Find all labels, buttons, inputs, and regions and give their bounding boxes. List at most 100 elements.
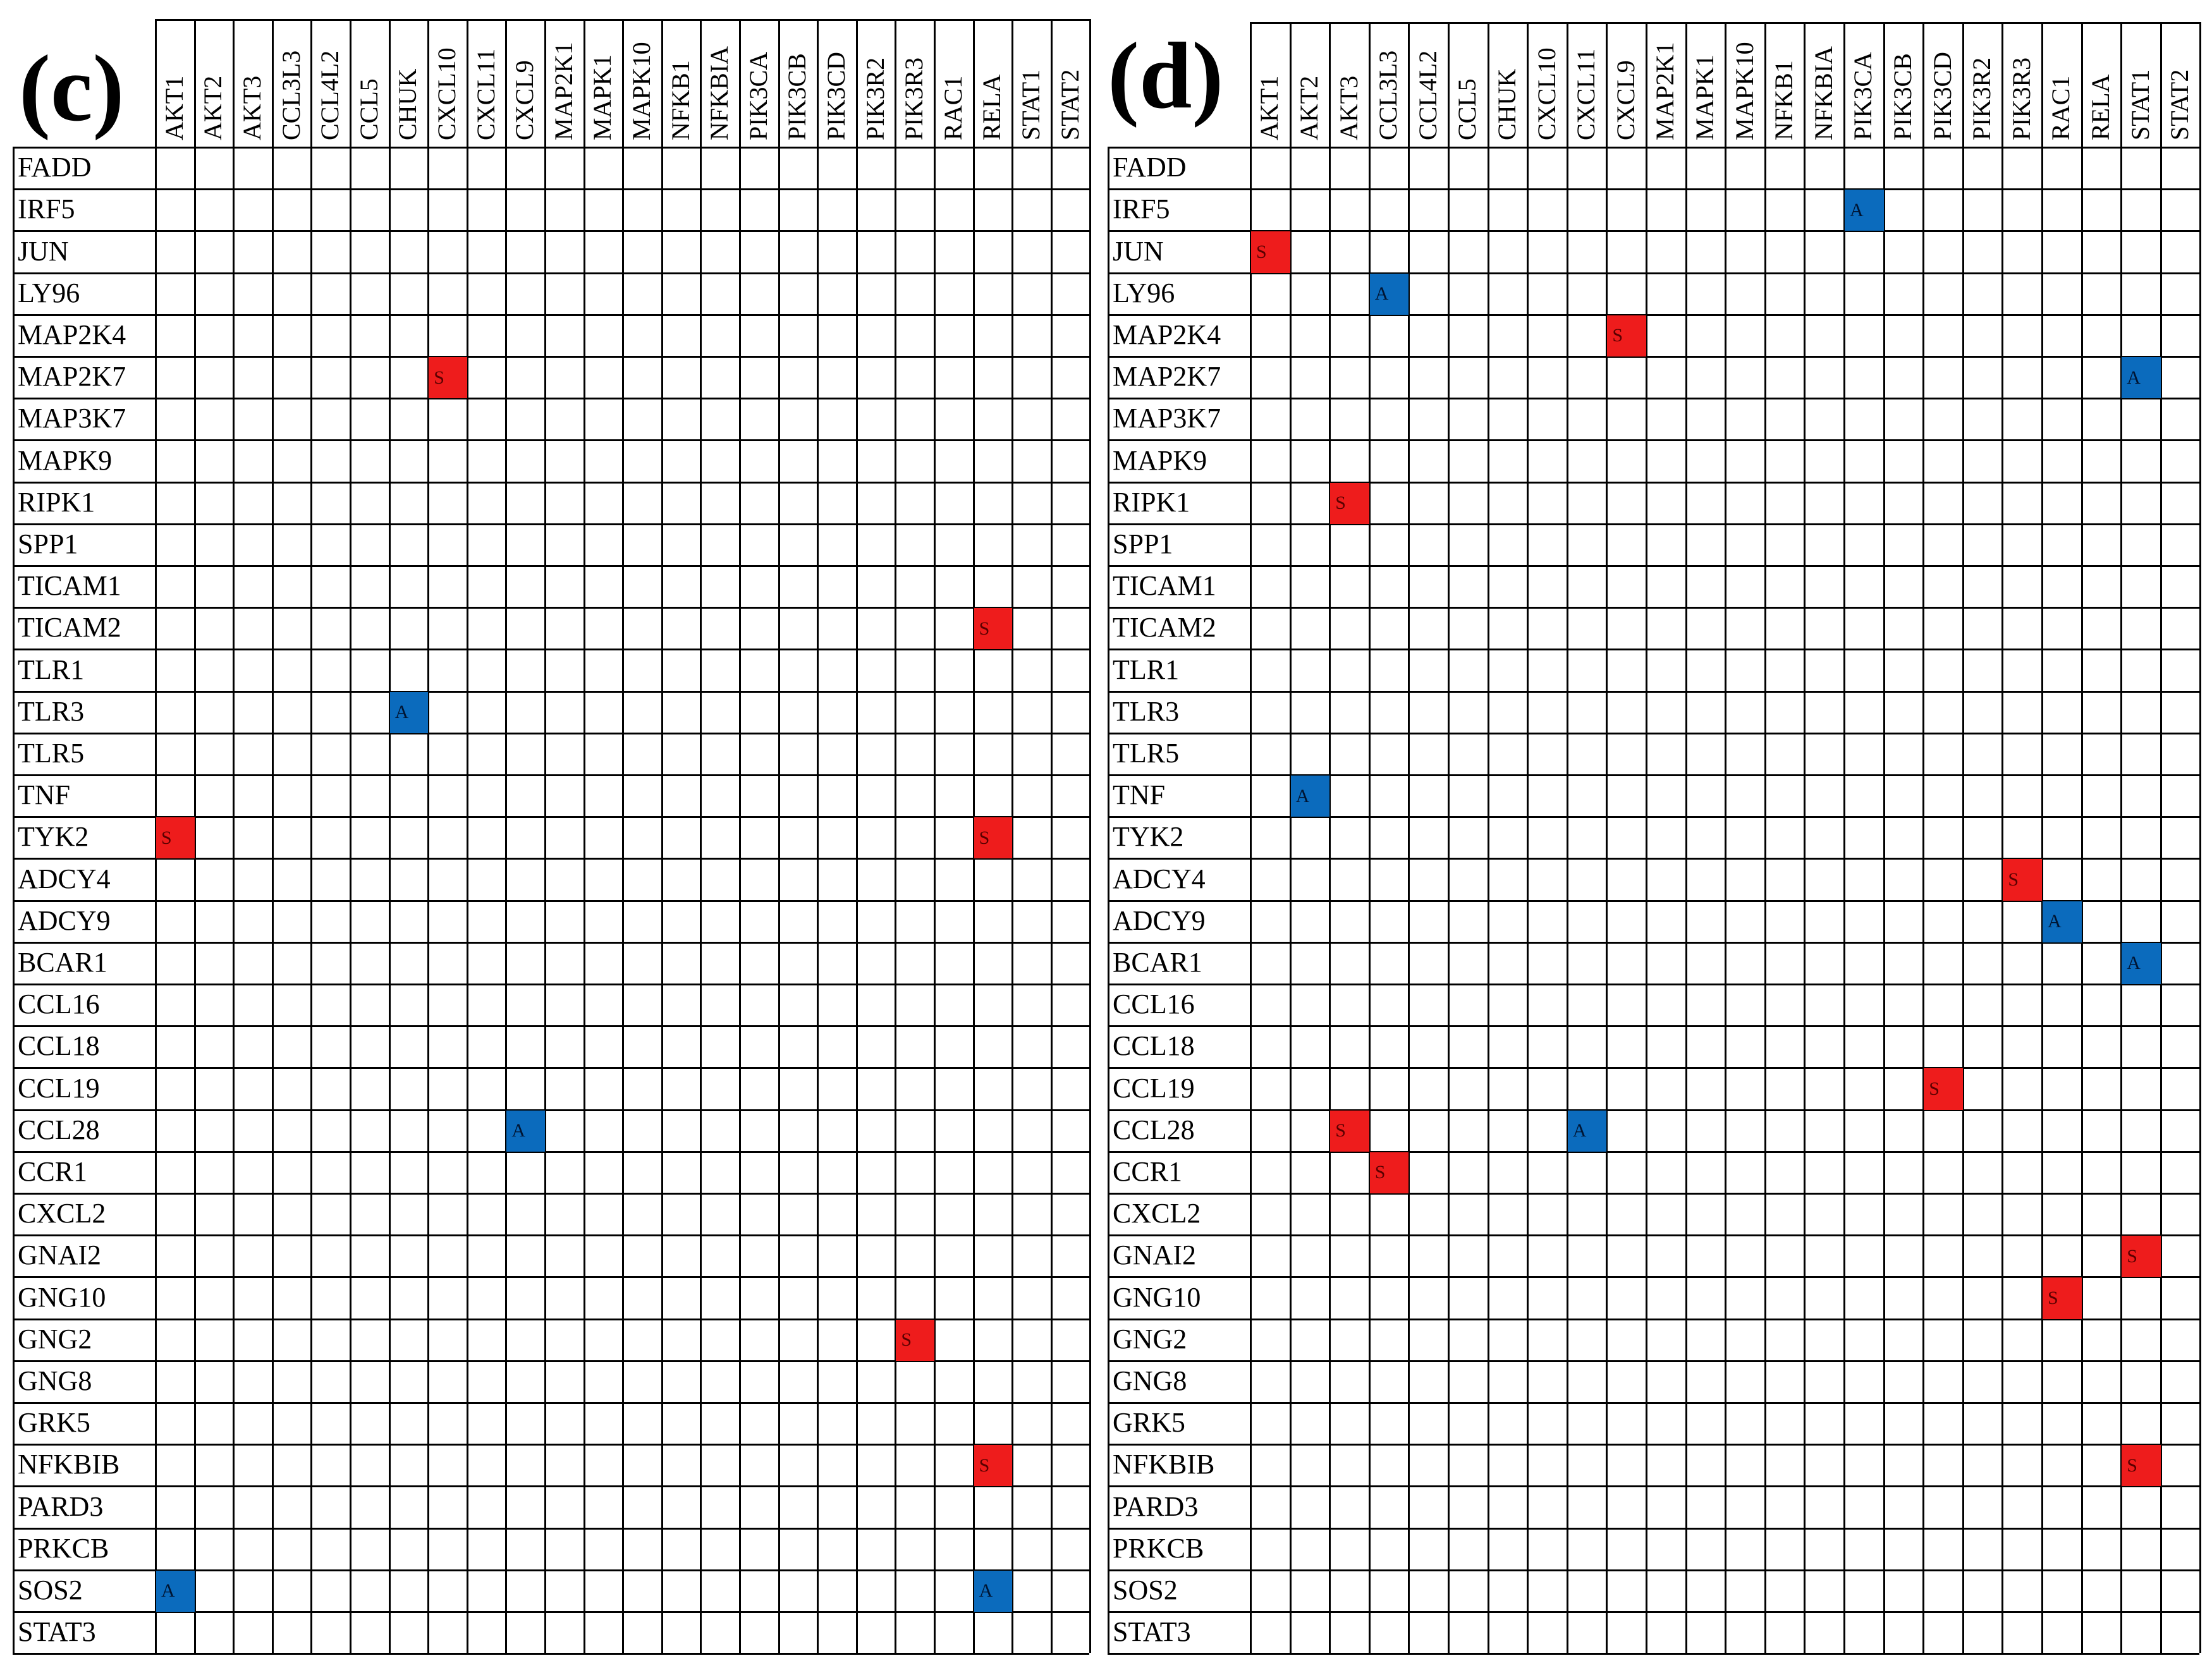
row-gridline [13,1276,1090,1279]
row-gridline [1108,398,2200,400]
column-gridline [1448,22,1450,1654]
row-gridline [1108,984,2200,985]
column-label-cxcl10: CXCL10 [1532,47,1561,140]
row-gridline [13,314,1090,316]
cell-value-label: S [979,1454,990,1476]
column-label-pik3cd: PIK3CD [822,51,850,140]
cell-value-label: S [1335,492,1346,514]
column-gridline [1804,22,1806,1654]
row-gridline [1108,690,2200,693]
row-gridline [1108,732,2200,734]
column-label-stat2: STAT2 [1055,69,1084,140]
column-gridline [895,19,897,1654]
cell-value-label: S [161,827,172,848]
cell-value-label: A [161,1580,175,1602]
row-gridline [1108,1360,2200,1362]
row-label-ccr1: CCR1 [18,1155,88,1187]
panel-label-d: (d) [1108,23,1224,128]
row-label-map2k4: MAP2K4 [1113,319,1221,350]
row-gridline [13,774,1090,776]
column-label-ccl4l2: CCL4L2 [315,50,345,140]
cell-value-label: S [1374,1162,1386,1183]
column-label-ccl3l3: CCL3L3 [276,50,305,140]
cell-value-label: S [979,827,990,848]
row-label-tlr5: TLR5 [1113,737,1180,769]
row-gridline [1108,1527,2200,1530]
column-label-cxcl11: CXCL11 [471,48,500,140]
row-gridline [1108,941,2200,944]
row-gridline [13,690,1090,693]
column-label-ccl4l2: CCL4L2 [1413,50,1442,140]
row-label-ticam1: TICAM1 [1113,570,1216,602]
row-gridline [1108,607,2200,609]
row-label-gng10: GNG10 [1113,1281,1201,1313]
row-label-ripk1: RIPK1 [1113,486,1190,518]
row-gridline [13,1444,1090,1446]
row-gridline [13,984,1090,985]
row-gridline [13,899,1090,902]
cell-value-label: A [1572,1120,1587,1142]
column-gridline [1922,22,1925,1654]
row-gridline [1108,774,2200,776]
row-label-gnai2: GNAI2 [1113,1240,1196,1271]
row-label-cxcl2: CXCL2 [1113,1198,1201,1229]
matrix-cell-map2k7-cxcl10: S [429,357,467,399]
row-label-nfkbib: NFKBIB [1113,1449,1215,1480]
column-gridline [739,19,741,1654]
column-label-akt3: AKT3 [1334,75,1363,140]
row-gridline [13,1527,1090,1530]
cell-value-label: A [2127,953,2141,974]
row-gridline [1108,1402,2200,1404]
row-gridline [13,1653,1090,1655]
row-gridline [13,272,1090,274]
row-gridline [1108,649,2200,651]
column-gridline [1764,22,1766,1654]
matrix-cell-tnf-akt2: A [1290,776,1330,817]
row-label-ccl18: CCL18 [18,1030,100,1062]
cell-value-label: S [979,618,990,639]
column-gridline [1883,22,1885,1654]
column-gridline [2081,22,2083,1654]
row-label-ly96: LY96 [18,277,80,308]
column-gridline [700,19,702,1654]
matrix-cell-nfkbib-stat1: S [2122,1445,2161,1487]
column-label-akt3: AKT3 [238,75,266,140]
column-label-stat1: STAT1 [2125,69,2154,140]
column-label-stat1: STAT1 [1017,69,1045,140]
matrix-cell-bcar1-stat1: A [2122,942,2161,984]
row-gridline [1108,1318,2200,1320]
column-label-ccl5: CCL5 [354,78,383,140]
column-gridline [466,19,468,1654]
row-label-prkcb: PRKCB [1113,1532,1204,1564]
row-gridline [13,649,1090,651]
column-label-mapk1: MAPK1 [588,54,617,140]
row-label-gng2: GNG2 [1113,1323,1187,1355]
column-gridline [1685,22,1687,1654]
row-label-stat3: STAT3 [18,1616,96,1648]
row-label-gnai2: GNAI2 [18,1240,101,1271]
row-label-mapk9: MAPK9 [18,444,113,476]
row-gridline [13,188,1090,191]
row-gridline [1108,523,2200,525]
row-gridline [13,1402,1090,1404]
row-gridline [13,439,1090,442]
row-gridline [13,1067,1090,1069]
column-gridline [2001,22,2004,1654]
row-label-fadd: FADD [18,152,92,183]
column-gridline [972,19,975,1654]
matrix-cell-ccr1-ccl3l3: S [1369,1152,1409,1193]
cell-value-label: S [1612,325,1623,346]
row-gridline [1108,147,2200,149]
column-gridline [1566,22,1568,1654]
column-gridline [310,19,313,1654]
matrix-cell-sos2-akt1: A [156,1570,195,1612]
row-gridline [1108,1569,2200,1571]
row-label-tlr1: TLR1 [18,654,85,685]
matrix-cell-ccl28-cxcl9: A [506,1110,545,1152]
row-gridline [13,941,1090,944]
column-gridline [1368,22,1371,1654]
column-gridline [388,19,391,1654]
row-label-prkcb: PRKCB [18,1532,109,1564]
column-gridline [1843,22,1845,1654]
